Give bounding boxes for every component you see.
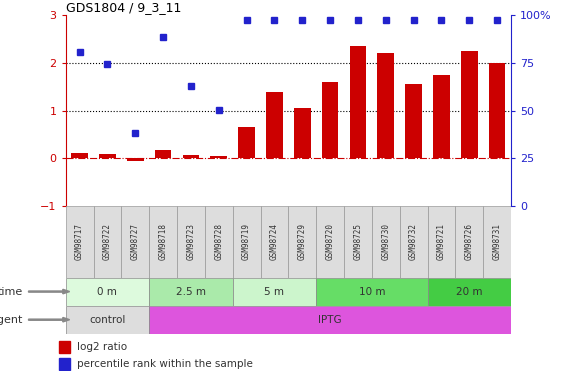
- Bar: [233, 278, 316, 306]
- Text: IPTG: IPTG: [318, 315, 342, 325]
- Bar: [94, 206, 122, 278]
- Bar: [260, 206, 288, 278]
- Bar: [155, 150, 171, 158]
- Text: control: control: [89, 315, 126, 325]
- Bar: [149, 306, 511, 334]
- Text: 5 m: 5 m: [264, 286, 284, 297]
- Text: GSM98724: GSM98724: [270, 224, 279, 260]
- Bar: [400, 206, 428, 278]
- Bar: [294, 108, 311, 158]
- Bar: [233, 206, 260, 278]
- Bar: [149, 278, 233, 306]
- Text: GSM98726: GSM98726: [465, 224, 474, 260]
- Bar: [238, 128, 255, 158]
- Text: GSM98717: GSM98717: [75, 224, 84, 260]
- Text: GSM98730: GSM98730: [381, 224, 391, 260]
- Bar: [177, 206, 205, 278]
- Bar: [210, 156, 227, 158]
- Bar: [372, 206, 400, 278]
- Bar: [483, 206, 511, 278]
- Text: GSM98719: GSM98719: [242, 224, 251, 260]
- Text: log2 ratio: log2 ratio: [77, 342, 127, 352]
- Text: agent: agent: [0, 315, 23, 325]
- Bar: [266, 92, 283, 158]
- Bar: [316, 278, 428, 306]
- Text: GSM98722: GSM98722: [103, 224, 112, 260]
- Text: GSM98718: GSM98718: [159, 224, 168, 260]
- Bar: [428, 278, 511, 306]
- Bar: [349, 46, 367, 158]
- Bar: [377, 53, 394, 158]
- Text: time: time: [0, 286, 23, 297]
- Bar: [316, 206, 344, 278]
- Text: GSM98725: GSM98725: [353, 224, 363, 260]
- Bar: [405, 84, 422, 158]
- Text: GSM98721: GSM98721: [437, 224, 446, 260]
- Bar: [59, 341, 70, 352]
- Bar: [66, 206, 94, 278]
- Bar: [183, 155, 199, 158]
- Bar: [456, 206, 483, 278]
- Text: GDS1804 / 9_3_11: GDS1804 / 9_3_11: [66, 1, 181, 14]
- Text: GSM98727: GSM98727: [131, 224, 140, 260]
- Bar: [71, 153, 88, 158]
- Bar: [59, 358, 70, 370]
- Bar: [461, 51, 477, 158]
- Text: GSM98728: GSM98728: [214, 224, 223, 260]
- Text: GSM98720: GSM98720: [325, 224, 335, 260]
- Bar: [127, 158, 144, 161]
- Bar: [344, 206, 372, 278]
- Bar: [428, 206, 456, 278]
- Text: GSM98729: GSM98729: [297, 224, 307, 260]
- Text: 0 m: 0 m: [98, 286, 118, 297]
- Bar: [322, 82, 339, 158]
- Bar: [122, 206, 149, 278]
- Text: GSM98731: GSM98731: [493, 224, 502, 260]
- Text: percentile rank within the sample: percentile rank within the sample: [77, 359, 252, 369]
- Bar: [433, 75, 450, 158]
- Bar: [205, 206, 233, 278]
- Bar: [288, 206, 316, 278]
- Text: GSM98723: GSM98723: [186, 224, 195, 260]
- Bar: [489, 63, 505, 158]
- Text: 2.5 m: 2.5 m: [176, 286, 206, 297]
- Text: 20 m: 20 m: [456, 286, 482, 297]
- Bar: [66, 306, 149, 334]
- Bar: [149, 206, 177, 278]
- Text: GSM98732: GSM98732: [409, 224, 418, 260]
- Bar: [66, 278, 149, 306]
- Bar: [99, 154, 116, 158]
- Text: 10 m: 10 m: [359, 286, 385, 297]
